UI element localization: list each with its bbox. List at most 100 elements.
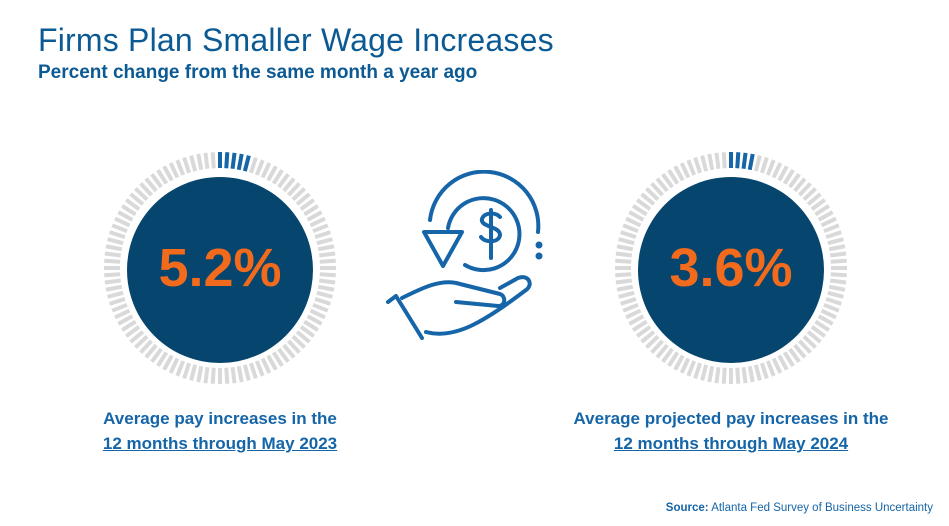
gauge-tick [618,237,635,246]
gauge-tick [616,284,634,292]
gauge-tick [299,325,316,338]
caption-link[interactable]: 12 months through May 2024 [613,434,849,453]
gauge-tick [693,157,703,174]
gauge-tick [820,308,837,320]
gauge-tick [825,296,842,306]
gauge-tick [817,314,834,326]
gauge-tick [829,251,847,258]
gauge-tick [317,284,335,292]
gauge-tick [814,319,831,332]
gauge-tick [700,364,709,381]
gauge-tick [759,157,769,174]
gauge-tick [806,192,822,206]
gauge-tick [139,182,154,197]
gauge-tick [168,357,180,374]
gauge-tick [771,162,783,179]
gauge-tick [319,258,336,264]
gauge-tick [802,187,817,202]
gauge-tick [286,182,301,197]
gauge-tick [318,251,336,258]
gauge-tick [615,278,633,285]
gauge-tick [817,210,834,222]
gauge-tick [793,343,807,359]
gauge-tick [111,223,128,234]
gauge-tick [707,153,715,171]
gauge-tick [825,230,842,240]
gauge-tick [655,177,669,193]
gauge-tick [628,314,645,326]
gauge-tick [277,172,290,189]
gauge-tick [679,162,691,179]
gauge-tick [615,251,633,258]
gauge-tick [827,290,844,299]
gauge-tick [655,343,669,359]
gauge-tick-active [236,153,244,171]
gauge-value: 3.6% [669,238,793,298]
gauge-tick [777,165,789,182]
gauge-tick [224,367,230,384]
gauge-tick [635,198,652,211]
caption-link[interactable]: 12 months through May 2023 [102,434,338,453]
gauge-tick [640,192,656,206]
gauge-tick [182,157,192,174]
gauge-tick [114,308,131,320]
gauge-tick [271,168,284,185]
gauge-tick [299,198,316,211]
gauge-tick [282,177,296,193]
gauge-tick [793,177,807,193]
gauge-tick-active [735,152,741,169]
gauge-tick [150,172,163,189]
gauge-tick [175,360,186,377]
gauge-2024: 3.6% [611,148,851,388]
gauge-tick [616,244,634,252]
gauge-tick [316,290,333,299]
gauge-tick [117,210,134,222]
gauge-tick [700,155,709,172]
gauge-tick [104,251,122,258]
gauge-tick [753,364,762,381]
gauge-tick [105,284,123,292]
gauge-tick [248,362,258,379]
gauge-tick [797,182,812,197]
gauge-tick [109,296,126,306]
gauge-tick [182,362,192,379]
gauge-circle [127,177,313,363]
gauge-tick [622,223,639,234]
gauge-tick [309,308,326,320]
gauge-tick [129,192,145,206]
gauge-tick-active [224,152,230,169]
gauge-tick [314,230,331,240]
caption-2023: Average pay increases in the 12 months t… [40,406,400,456]
gauge-tick [248,157,258,174]
gauge-tick [802,334,817,349]
gauge-tick [203,152,210,170]
caption-line: Average projected pay increases in the [573,409,889,428]
caption-2024: Average projected pay increases in the 1… [551,406,911,456]
gauge-tick [266,165,278,182]
gauge-tick [260,357,272,374]
gauge-tick-active [747,153,755,171]
gauge-tick [260,162,272,179]
gauge-tick [679,357,691,374]
gauge-tick [645,187,660,202]
gauge-tick [150,347,163,364]
gauge-tick [242,364,251,381]
gauge-tick [777,354,789,371]
gauge-tick [667,168,680,185]
gauge-tick [628,210,645,222]
gauge-tick [303,204,320,217]
gauge-tick [788,172,801,189]
gauge-tick [828,284,846,292]
gauge-value: 5.2% [158,238,282,298]
gauge-tick [635,325,652,338]
gauge-tick [622,302,639,313]
gauge-tick [254,159,265,176]
gauge-tick [107,290,124,299]
gauge-tick [271,351,284,368]
gauge-tick [303,319,320,332]
gauge-tick [618,290,635,299]
gauge-tick [196,365,204,383]
gauge-tick [686,360,697,377]
gauge-tick [295,330,311,344]
